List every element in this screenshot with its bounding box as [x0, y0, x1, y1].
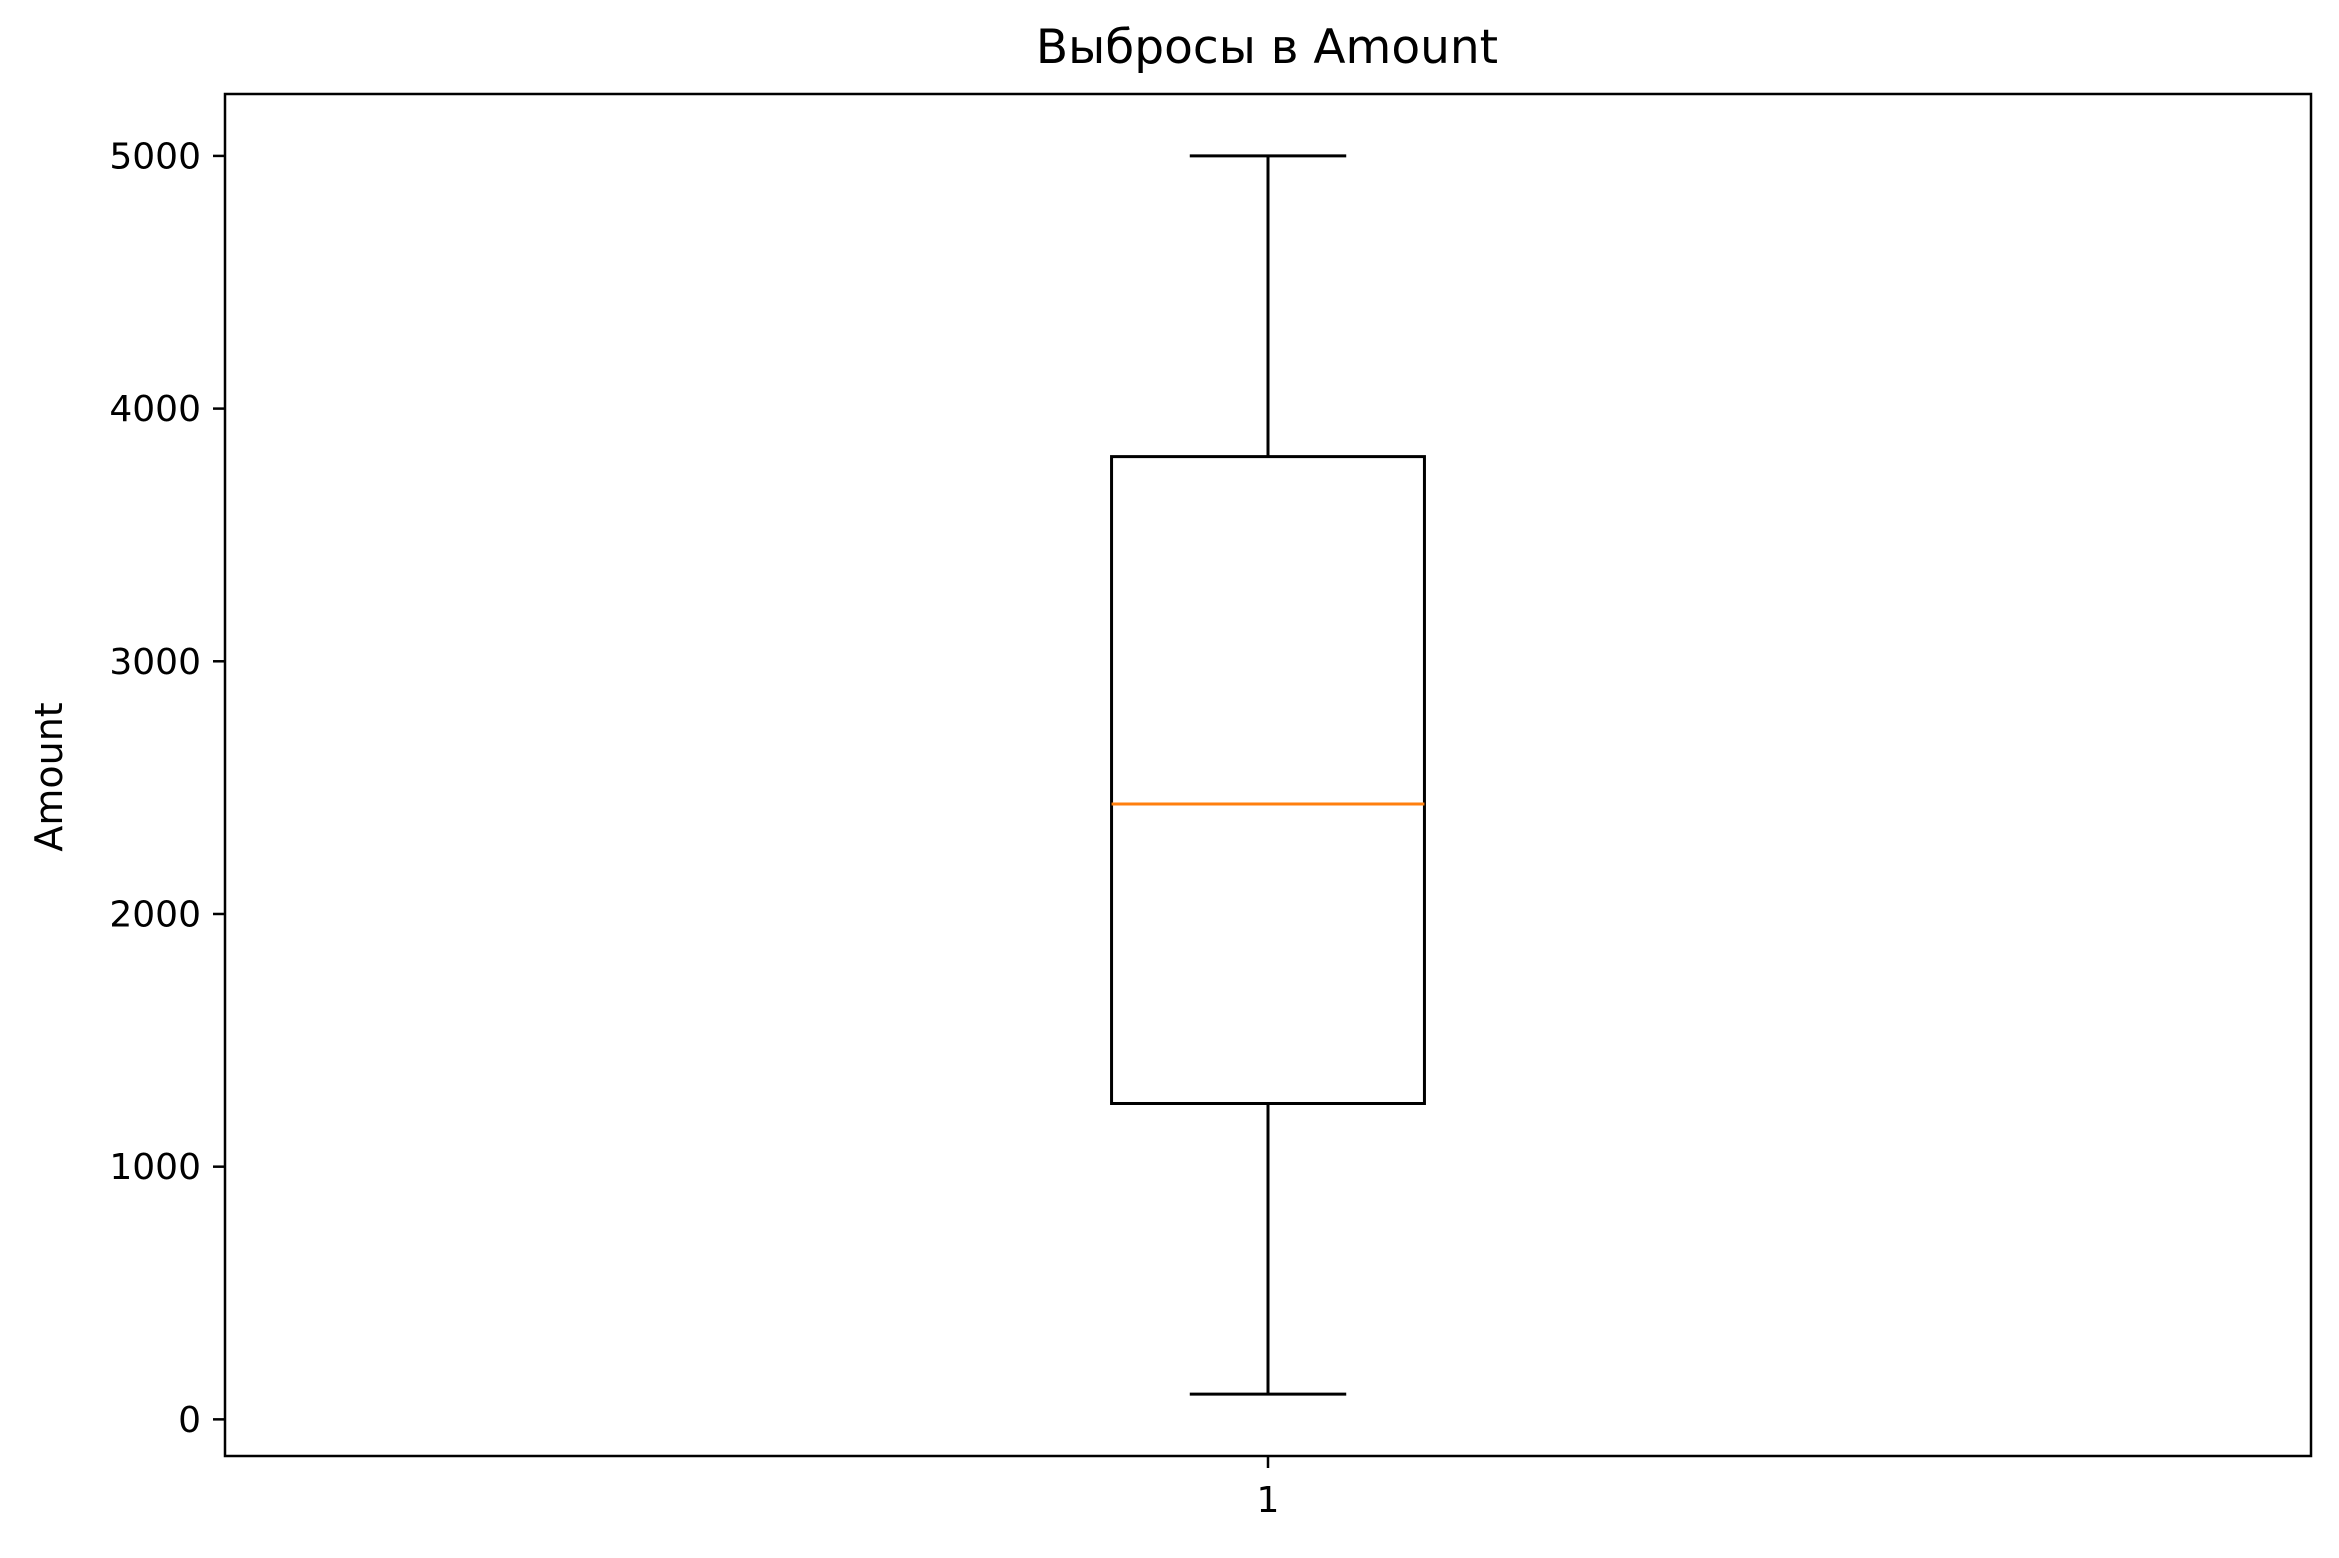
y-tick-label: 5000 — [109, 136, 201, 177]
chart-title: Выбросы в Amount — [1036, 20, 1498, 75]
interquartile-box — [1110, 455, 1426, 1105]
y-tick-label: 0 — [178, 1400, 201, 1441]
y-tick-label: 4000 — [109, 389, 201, 430]
y-axis-label: Amount — [27, 702, 71, 851]
plot-area-frame — [223, 92, 2313, 1458]
y-axis-ticks: 0 1000 2000 3000 4000 5000 — [109, 136, 225, 1441]
y-tick-label: 3000 — [109, 642, 201, 683]
y-tick-label: 2000 — [109, 894, 201, 935]
x-tick-label: 1 — [1257, 1480, 1280, 1521]
box-series — [1110, 154, 1426, 1396]
x-axis-ticks: 1 — [1257, 1456, 1280, 1521]
y-tick-label: 1000 — [109, 1147, 201, 1188]
